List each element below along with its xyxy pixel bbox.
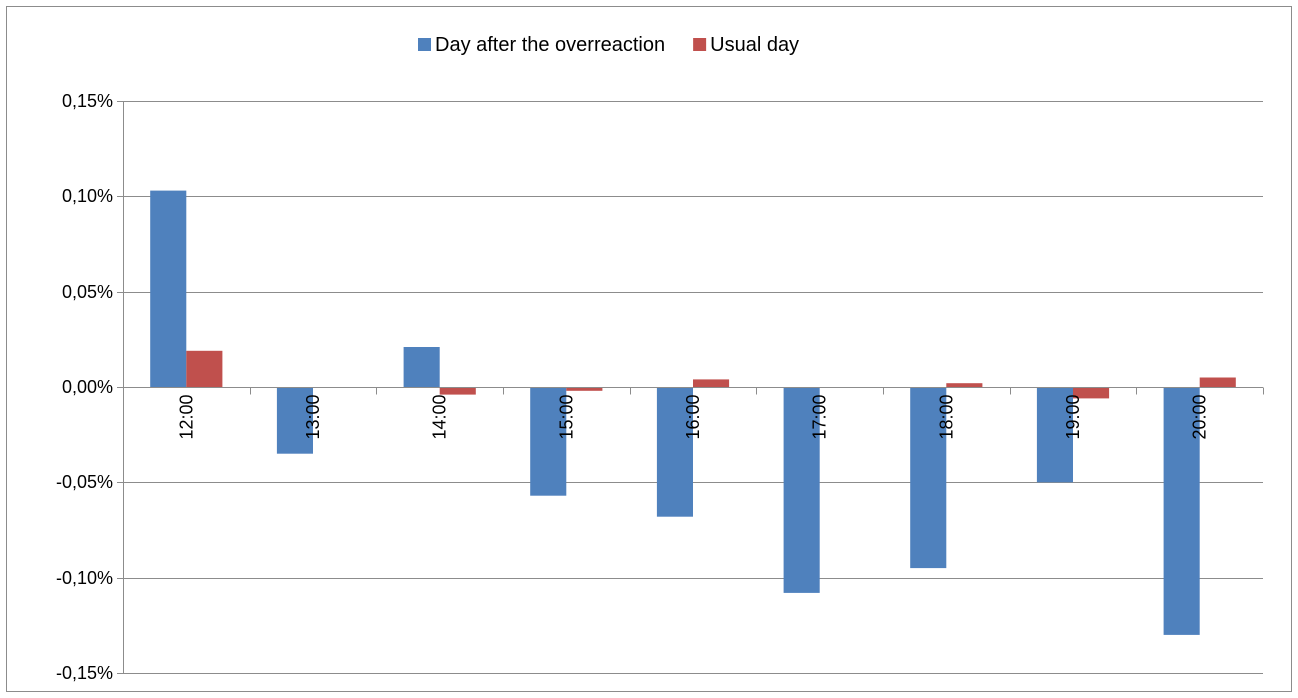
bar bbox=[1199, 377, 1236, 387]
legend-swatch bbox=[693, 38, 707, 51]
bar bbox=[783, 387, 820, 593]
x-axis-tick-label: 13:00 bbox=[303, 395, 323, 440]
bar bbox=[656, 387, 693, 517]
x-axis-tick-label: 20:00 bbox=[1190, 395, 1210, 440]
bar bbox=[1163, 387, 1200, 635]
bar bbox=[439, 387, 476, 395]
bar bbox=[403, 347, 440, 387]
y-axis-tick-label: 0,05% bbox=[62, 282, 113, 302]
x-axis-tick-label: 12:00 bbox=[176, 395, 196, 440]
legend-label: Usual day bbox=[710, 34, 799, 56]
axes bbox=[117, 101, 1264, 674]
x-axis-tick-label: 18:00 bbox=[936, 395, 956, 440]
bar bbox=[186, 350, 223, 387]
x-axis-tick-label: 16:00 bbox=[683, 395, 703, 440]
legend-label: Day after the overreaction bbox=[435, 34, 665, 56]
y-axis-tick-label: -0,10% bbox=[56, 568, 113, 588]
bar bbox=[1073, 387, 1110, 399]
legend-swatch bbox=[418, 38, 431, 51]
bar bbox=[150, 190, 187, 387]
chart-area bbox=[6, 6, 1292, 692]
y-axis-tick-label: -0,05% bbox=[56, 472, 113, 492]
bar bbox=[276, 387, 313, 454]
x-axis-tick-label: 15:00 bbox=[556, 395, 576, 440]
x-axis-tick-labels: 12:00 13:00 14:00 15:00 16:00 17:00 18:00 19:00… bbox=[176, 395, 1209, 440]
bar bbox=[693, 379, 730, 387]
y-axis-tick-label: -0,15% bbox=[56, 663, 113, 683]
bar bbox=[910, 387, 947, 569]
x-axis-tick-label: 17:00 bbox=[810, 395, 830, 440]
gridlines bbox=[123, 101, 1263, 674]
bars bbox=[150, 190, 1236, 635]
bar bbox=[566, 387, 603, 391]
y-axis-tick-labels: 0,15% 0,10% 0,05% 0,00% -0,05% -0,10% -0,15% bbox=[56, 91, 113, 683]
y-axis-tick-label: 0,10% bbox=[62, 186, 113, 206]
bar bbox=[946, 383, 983, 387]
x-axis-tick-label: 14:00 bbox=[430, 395, 450, 440]
y-axis-tick-label: 0,00% bbox=[62, 377, 113, 397]
legend: Day after the overreaction Usual day bbox=[418, 34, 799, 56]
bar bbox=[1036, 387, 1073, 483]
bar bbox=[530, 387, 567, 496]
y-axis-tick-label: 0,15% bbox=[62, 91, 113, 111]
x-axis-tick-label: 19:00 bbox=[1063, 395, 1083, 440]
